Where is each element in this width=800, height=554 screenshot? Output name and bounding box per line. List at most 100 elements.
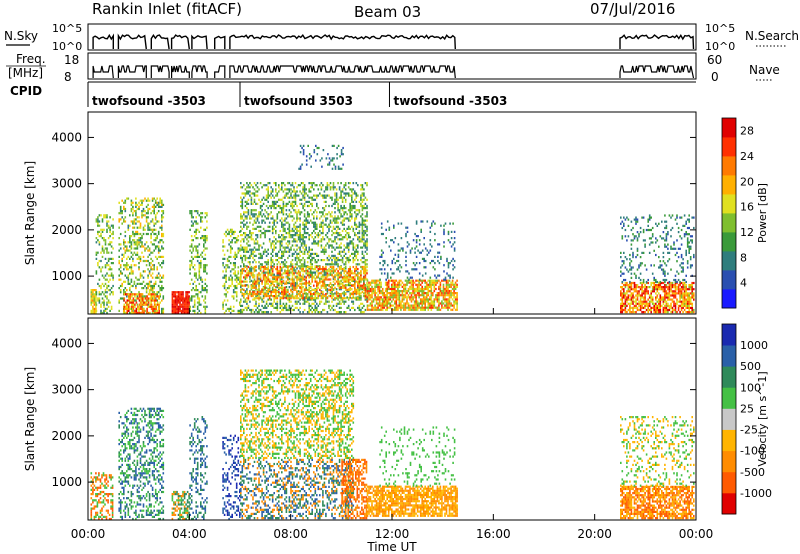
data-cell-3120 [335,236,338,239]
data-cell-900 [138,311,141,315]
data-cell-2936 [323,200,326,203]
data-cell-239 [118,278,120,281]
data-cell-595 [145,212,148,215]
data-cell-4437 [371,281,373,284]
data-cell-4319 [364,288,367,291]
data-cell-4949 [442,306,445,309]
data-cell-4577 [391,290,393,293]
data-cell-2329 [288,225,291,228]
data-cell-3325 [347,246,350,249]
data-cell-150 [106,311,108,315]
data-cell-66 [97,222,99,225]
data-cell-4369 [331,167,334,170]
data-cell-4031 [309,268,312,271]
data-cell-3481 [357,236,359,239]
data-cell-3020 [329,238,332,241]
data-cell-1419 [232,297,235,300]
data-cell-3597 [363,188,365,191]
data-cell-2221 [282,213,285,216]
data-cell-3177 [338,246,341,249]
data-cell-3786 [264,265,266,269]
data-cell-3191 [340,302,342,305]
data-cell-813 [161,203,163,206]
data-cell-3913 [287,268,289,271]
data-cell-74 [98,291,101,294]
data-cell-722 [154,232,157,236]
data-cell-3886 [282,280,285,283]
data-cell-4763 [415,283,417,286]
data-cell-1330 [222,262,224,265]
data-cell-3766 [262,293,265,296]
data-cell-487 [138,266,140,269]
data-cell-146 [104,241,107,244]
data-cell-1481 [239,282,241,285]
data-cell-2015 [270,190,272,193]
data-cell-1422 [232,289,235,292]
data-cell-2001 [270,263,272,266]
data-cell-385 [130,266,133,269]
data-cell-985 [158,307,160,310]
data-cell-3917 [288,293,291,296]
data-cell-2862 [319,225,321,228]
data-cell-2231 [284,306,286,309]
data-cell-3550 [361,229,364,233]
data-cell-2589 [303,296,306,299]
data-cell-2949 [325,271,327,274]
data-cell-4322 [364,278,367,281]
data-cell-4061 [316,270,318,273]
data-cell-1212 [196,249,199,252]
data-cell-4474 [377,304,379,307]
data-cell-1262 [201,237,204,240]
data-cell-3119 [335,242,338,245]
data-cell-921 [141,299,144,302]
data-cell-4912 [436,306,439,309]
data-cell-3942 [293,284,295,287]
data-cell-2523 [299,227,301,230]
data-cell-1470 [237,270,240,273]
data-cell-4438 [371,279,373,282]
data-cell-3575 [363,279,365,282]
data-cell-4776 [416,279,419,282]
data-cell-3286 [344,200,347,203]
data-cell-1162 [193,309,196,312]
data-cell-2431 [294,240,297,243]
data-cell-2762 [313,252,315,255]
data-cell-677 [151,251,154,254]
data-cell-1463 [235,237,238,240]
data-cell-3914 [287,265,289,269]
data-cell-3558 [361,209,364,212]
data-cell-4016 [308,290,310,294]
data-cell-3476 [357,252,359,255]
data-cell-4409 [368,294,370,297]
data-cell-3340 [349,308,351,312]
data-cell-162 [106,262,108,265]
data-cell-4842 [425,285,428,288]
data-cell-2479 [297,308,300,312]
data-cell-3106 [334,198,336,201]
data-cell-2426 [294,263,297,266]
data-cell-4373 [333,163,335,166]
data-cell-2910 [322,211,324,214]
data-cell-894 [135,293,138,296]
data-cell-3989 [302,295,304,298]
data-cell-3504 [358,229,361,233]
data-cell-522 [139,203,142,206]
data-cell-615 [147,224,149,227]
data-cell-576 [144,214,146,217]
data-cell-177 [107,284,110,288]
data-cell-3427 [354,223,356,226]
data-cell-1234 [198,255,201,258]
data-cell-3645 [366,238,368,241]
data-cell-4665 [403,306,405,309]
data-cell-137 [104,289,107,292]
data-cell-391 [130,243,133,246]
data-cell-3181 [338,232,341,235]
data-cell-4700 [407,302,410,305]
data-cell-1926 [265,271,268,274]
data-cell-4320 [364,286,367,289]
data-cell-4548 [386,285,388,288]
data-cell-1739 [253,221,256,224]
data-cell-2022 [271,277,274,280]
data-cell-2867 [319,184,321,187]
data-cell-47 [95,272,98,275]
